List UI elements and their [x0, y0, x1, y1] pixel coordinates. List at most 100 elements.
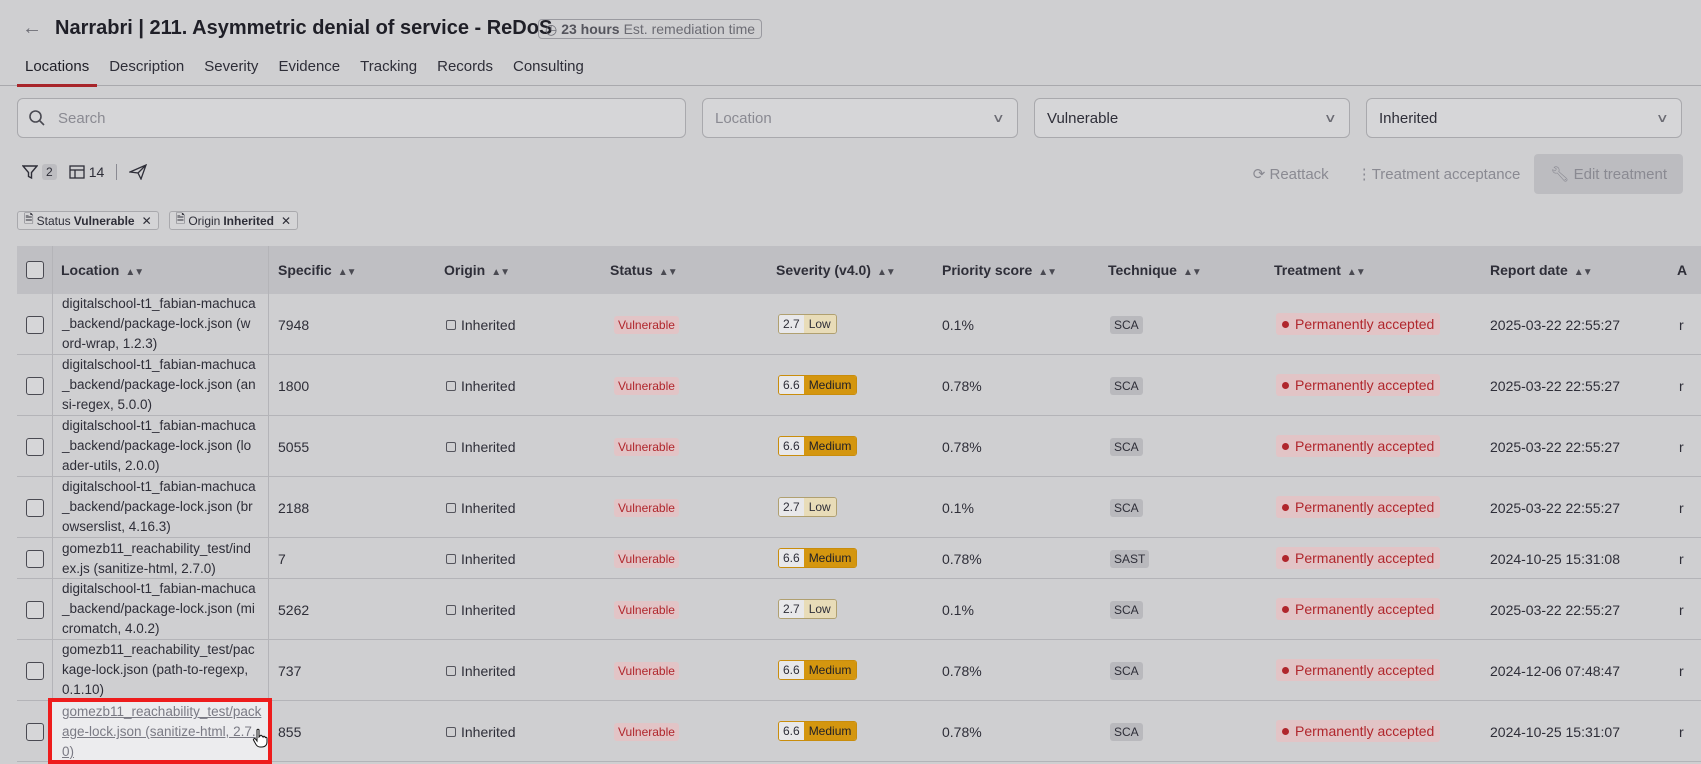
columns-icon [69, 165, 85, 179]
table-row[interactable]: digitalschool-t1_fabian-machuca_backend/… [17, 579, 1701, 640]
treatment-badge: Permanently accepted [1276, 720, 1441, 742]
columns-button[interactable]: 14 [69, 164, 104, 180]
row-checkbox[interactable] [26, 550, 44, 568]
table-row[interactable]: 855 Inherited Vulnerable 6.6 Medium 0.78%… [17, 701, 1701, 762]
row-checkbox[interactable] [26, 438, 44, 456]
document-icon: 🗎︎ [24, 212, 34, 226]
row-checkbox[interactable] [26, 601, 44, 619]
chip-value: Inherited [223, 213, 275, 228]
col-specific[interactable]: Specific ▲▼ [278, 262, 356, 278]
status-select[interactable]: Vulnerable ∨ [1034, 98, 1350, 138]
location-link[interactable]: digitalschool-t1_fabian-machuca_backend/… [62, 296, 256, 351]
table-row[interactable]: digitalschool-t1_fabian-machuca_backend/… [17, 355, 1701, 416]
back-arrow-icon[interactable]: ← [22, 17, 42, 39]
severity-label: Medium [803, 437, 857, 455]
status-dot-icon [1282, 320, 1289, 328]
technique-cell: SCA [1110, 377, 1143, 395]
technique-badge: SAST [1110, 550, 1150, 568]
close-icon[interactable]: ✕ [281, 213, 292, 228]
row-checkbox[interactable] [26, 723, 44, 741]
tab-consulting[interactable]: Consulting [512, 58, 584, 75]
status-badge: Vulnerable [614, 723, 679, 741]
edit-treatment-button[interactable]: 🔧︎ Edit treatment [1534, 154, 1683, 194]
col-label: Location [61, 262, 120, 278]
col-report-date[interactable]: Report date ▲▼ [1490, 262, 1593, 278]
document-icon: 🗎︎ [175, 212, 186, 226]
row-checkbox[interactable] [26, 316, 44, 334]
calendar-icon [446, 666, 456, 676]
reattack-button[interactable]: ⟳ Reattack [1239, 165, 1343, 183]
treatment-acceptance-button[interactable]: ⋮Treatment acceptance [1343, 165, 1535, 183]
row-checkbox[interactable] [26, 662, 44, 680]
column-divider [268, 538, 269, 578]
tab-records[interactable]: Records [437, 58, 493, 75]
severity-label: Low [803, 498, 836, 516]
chevron-down-icon: ∨ [1324, 111, 1338, 125]
col-location[interactable]: Location ▲▼ [61, 262, 144, 278]
table-row[interactable]: digitalschool-t1_fabian-machuca_backend/… [17, 477, 1701, 538]
report-date-cell: 2024-12-06 07:48:47 [1490, 663, 1620, 679]
location-link[interactable]: digitalschool-t1_fabian-machuca_backend/… [62, 581, 256, 636]
status-dot-icon [1282, 442, 1289, 450]
status-badge: Vulnerable [614, 662, 679, 680]
origin-cell: Inherited [446, 551, 515, 567]
treatment-badge: Permanently accepted [1276, 496, 1441, 518]
filters-button[interactable]: 2 [22, 164, 57, 180]
severity-badge: 2.7 Low [778, 497, 837, 517]
priority-cell: 0.1% [942, 602, 974, 618]
tab-locations[interactable]: Locations [17, 56, 98, 87]
location-link[interactable]: gomezb11_reachability_test/package-lock.… [62, 704, 262, 759]
send-icon [129, 164, 148, 180]
location-link[interactable]: gomezb11_reachability_test/package-lock.… [62, 642, 255, 697]
col-label: Priority score [942, 262, 1033, 278]
tab-description[interactable]: Description [109, 58, 185, 75]
col-severity[interactable]: Severity (v4.0) ▲▼ [776, 262, 896, 278]
close-icon[interactable]: ✕ [141, 213, 152, 228]
location-link[interactable]: digitalschool-t1_fabian-machuca_backend/… [62, 357, 256, 412]
calendar-icon [446, 554, 456, 564]
status-cell: Vulnerable [614, 377, 679, 395]
treatment-badge: Permanently accepted [1276, 435, 1441, 457]
row-checkbox[interactable] [26, 499, 44, 517]
table-row[interactable]: gomezb11_reachability_test/index.js (san… [17, 538, 1701, 579]
col-technique[interactable]: Technique ▲▼ [1108, 262, 1202, 278]
priority-cell: 0.78% [942, 724, 982, 740]
col-priority-score[interactable]: Priority score ▲▼ [942, 262, 1057, 278]
severity-label: Low [803, 600, 836, 618]
col-origin[interactable]: Origin ▲▼ [444, 262, 510, 278]
severity-badge: 6.6 Medium [778, 375, 858, 395]
origin-select[interactable]: Inherited ∨ [1366, 98, 1682, 138]
status-cell: Vulnerable [614, 723, 679, 741]
table-actions: ⟳ Reattack ⋮Treatment acceptance 🔧︎ Edit… [1239, 154, 1683, 194]
send-button[interactable] [129, 164, 148, 180]
severity-score: 2.7 [779, 498, 804, 516]
row-checkbox[interactable] [26, 377, 44, 395]
status-badge: Vulnerable [614, 377, 679, 395]
origin-value: Inherited [461, 724, 516, 740]
tab-evidence[interactable]: Evidence [278, 58, 341, 75]
tab-tracking[interactable]: Tracking [360, 58, 418, 75]
tab-severity[interactable]: Severity [204, 58, 259, 75]
origin-value: Inherited [461, 500, 516, 516]
treatment-badge: Permanently accepted [1276, 598, 1441, 620]
location-select[interactable]: Location ∨ [702, 98, 1018, 138]
severity-badge: 6.6 Medium [778, 436, 858, 456]
search-input[interactable]: Search [17, 98, 686, 138]
technique-badge: SCA [1110, 601, 1143, 619]
treatment-acceptance-label: Treatment acceptance [1371, 166, 1521, 183]
location-link[interactable]: digitalschool-t1_fabian-machuca_backend/… [62, 479, 256, 534]
table-row[interactable]: gomezb11_reachability_test/package-lock.… [17, 640, 1701, 701]
col-treatment[interactable]: Treatment ▲▼ [1274, 262, 1366, 278]
location-link[interactable]: gomezb11_reachability_test/index.js (san… [62, 541, 251, 576]
origin-cell: Inherited [446, 500, 515, 516]
location-link[interactable]: digitalschool-t1_fabian-machuca_backend/… [62, 418, 256, 473]
col-label: A [1677, 262, 1688, 278]
col-status[interactable]: Status ▲▼ [610, 262, 678, 278]
table-row[interactable]: digitalschool-t1_fabian-machuca_backend/… [17, 416, 1701, 477]
col-extra[interactable]: A [1677, 262, 1687, 278]
technique-cell: SCA [1110, 601, 1143, 619]
status-select-value: Vulnerable [1047, 109, 1119, 127]
table-row[interactable]: digitalschool-t1_fabian-machuca_backend/… [17, 294, 1701, 355]
status-cell: Vulnerable [614, 601, 679, 619]
select-all-checkbox[interactable] [26, 261, 44, 279]
